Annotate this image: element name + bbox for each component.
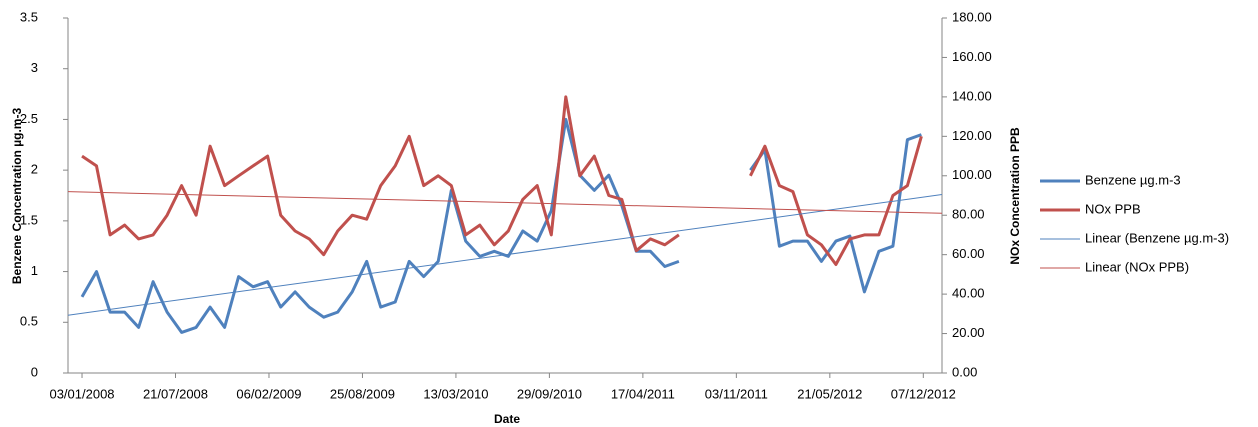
x-tick-label: 13/03/2010 <box>423 386 488 401</box>
y2-axis-title: NOx Concentration PPB <box>1008 127 1022 265</box>
x-axis-title: Date <box>494 412 520 426</box>
x-tick-label: 29/09/2010 <box>517 386 582 401</box>
x-tick-label: 06/02/2009 <box>236 386 301 401</box>
x-tick-label: 25/08/2009 <box>330 386 395 401</box>
legend-label: Linear (NOx PPB) <box>1085 259 1189 274</box>
x-tick-label: 07/12/2012 <box>891 386 956 401</box>
y2-tick-label: 40.00 <box>952 286 985 301</box>
data-line <box>749 133 922 294</box>
x-tick-label: 17/04/2011 <box>611 386 675 401</box>
y-tick-label: 1.5 <box>20 212 38 227</box>
y2-tick-label: 160.00 <box>952 49 992 64</box>
y2-tick-label: 60.00 <box>952 246 985 261</box>
y2-tick-label: 140.00 <box>952 88 992 103</box>
y2-tick-label: 120.00 <box>952 128 992 143</box>
x-tick-label: 03/01/2008 <box>49 386 114 401</box>
trend-line <box>67 191 943 214</box>
y2-tick-label: 180.00 <box>952 9 992 24</box>
y-tick-label: 0 <box>31 364 38 379</box>
trend-line <box>67 194 943 316</box>
y-axis-title: Benzene Concentration µg.m-3 <box>10 108 24 285</box>
x-tick-label: 03/11/2011 <box>705 386 768 401</box>
legend-label: Benzene µg.m-3 <box>1085 172 1181 187</box>
y2-tick-label: 20.00 <box>952 325 985 340</box>
data-line <box>749 135 923 266</box>
legend-label: Linear (Benzene µg.m-3) <box>1085 230 1229 245</box>
y-tick-label: 2 <box>31 162 38 177</box>
x-tick-label: 21/05/2012 <box>797 386 862 401</box>
y2-tick-label: 0.00 <box>952 364 977 379</box>
y-tick-label: 3 <box>31 60 38 75</box>
y2-tick-label: 100.00 <box>952 167 992 182</box>
y-tick-label: 3.5 <box>20 9 38 24</box>
y2-tick-label: 80.00 <box>952 207 985 222</box>
y-tick-label: 1 <box>31 263 38 278</box>
y-tick-label: 0.5 <box>20 314 38 329</box>
data-line <box>81 95 680 257</box>
y-tick-label: 2.5 <box>20 111 38 126</box>
x-tick-label: 21/07/2008 <box>143 386 208 401</box>
legend-label: NOx PPB <box>1085 201 1141 216</box>
